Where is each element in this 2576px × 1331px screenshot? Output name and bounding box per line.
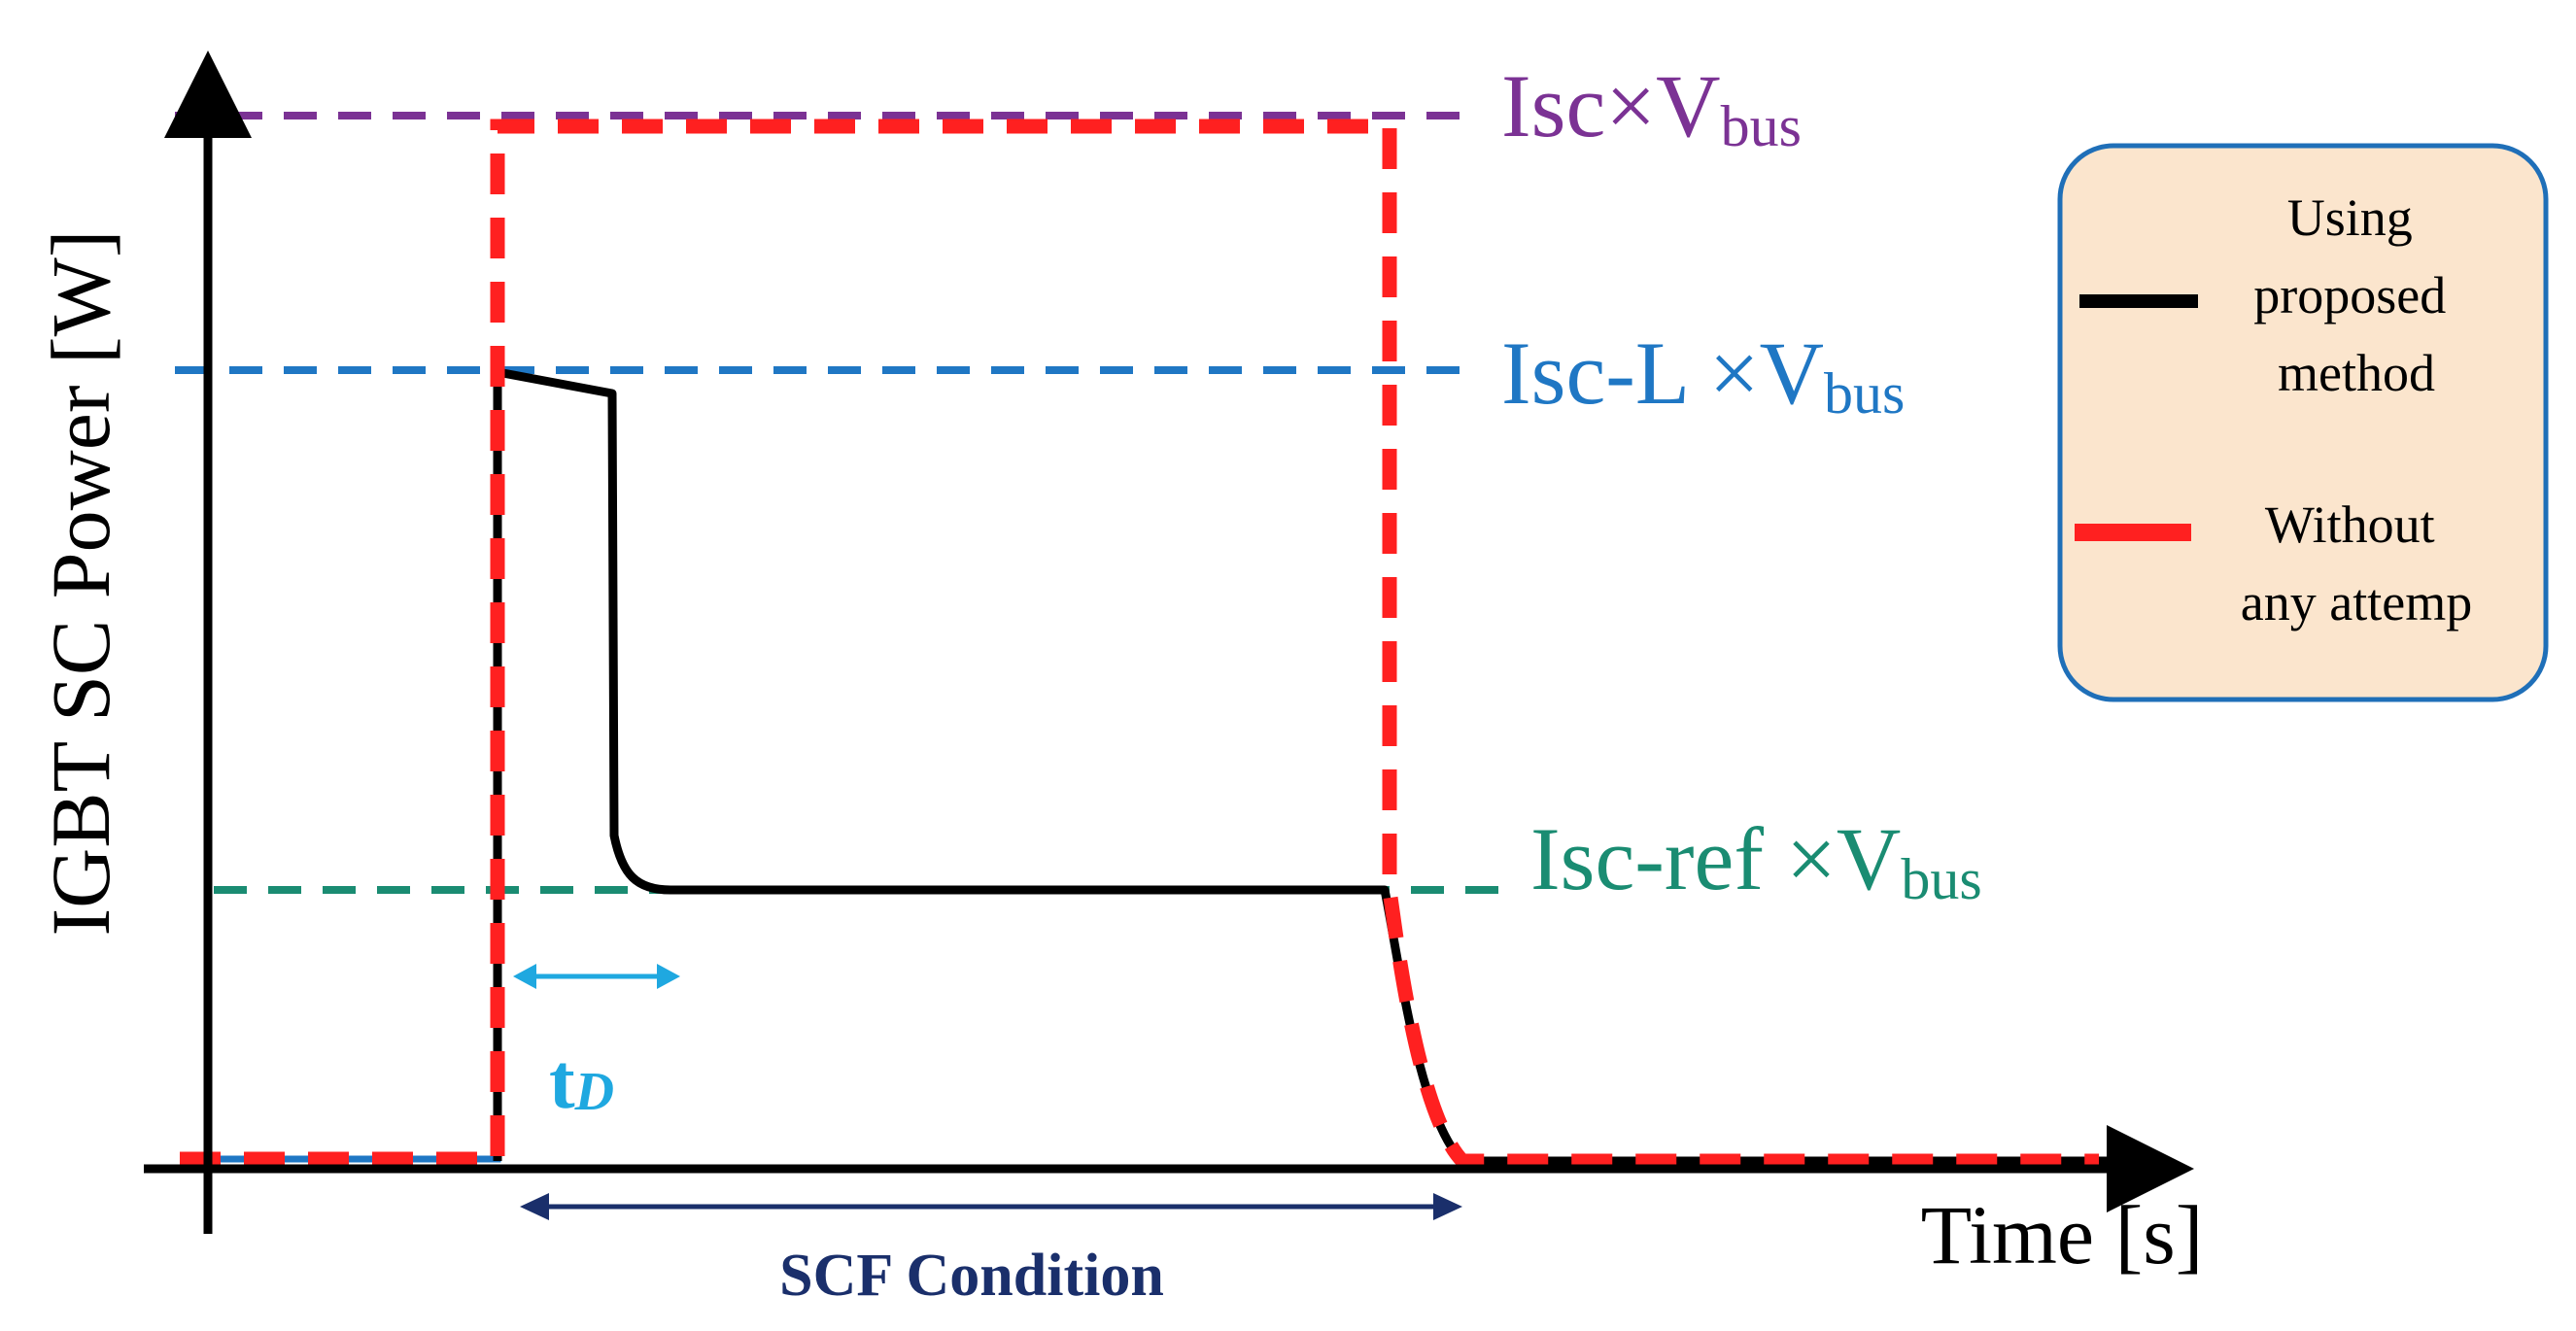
- legend-proposed-line1: Using: [2287, 188, 2413, 247]
- legend-label-without: Without any attemp: [2241, 495, 2472, 631]
- isc-level-label: Isc×Vbus: [1501, 56, 1802, 158]
- legend-without-line1: Without: [2265, 495, 2435, 554]
- iscref-level-sub: bus: [1901, 847, 1981, 911]
- x-axis-label: Time [s]: [1921, 1188, 2204, 1281]
- isc-level-main: Isc×V: [1501, 56, 1721, 155]
- legend-without-line2: any attemp: [2241, 573, 2472, 631]
- without-attempt-trace: [180, 119, 2099, 1169]
- td-label: tD: [549, 1040, 614, 1125]
- proposed-method-trace: [493, 367, 2109, 1166]
- iscl-level-main: Isc-L ×V: [1501, 324, 1824, 423]
- y-axis-label: IGBT SC Power [W]: [34, 230, 127, 937]
- td-region-trace: [180, 1020, 501, 1163]
- isc-level-sub: bus: [1721, 94, 1802, 158]
- iscref-level-main: Isc-ref ×V: [1530, 809, 1901, 908]
- td-double-arrow: [513, 964, 680, 989]
- scf-condition-label: SCF Condition: [779, 1243, 1164, 1309]
- td-label-main: t: [549, 1040, 575, 1125]
- legend-proposed-line3: method: [2278, 344, 2435, 402]
- iscl-level-label: Isc-L ×Vbus: [1501, 324, 1905, 426]
- legend-box: [2057, 143, 2549, 702]
- legend-label-proposed: Using proposed method: [2253, 188, 2458, 402]
- iscref-level-label: Isc-ref ×Vbus: [1530, 809, 1982, 911]
- legend-proposed-line2: proposed: [2253, 266, 2446, 324]
- legend: Using proposed method Without any attemp: [2057, 143, 2549, 702]
- td-label-sub: D: [574, 1062, 614, 1122]
- iscl-level-sub: bus: [1824, 361, 1905, 426]
- scf-double-arrow: [520, 1193, 1462, 1220]
